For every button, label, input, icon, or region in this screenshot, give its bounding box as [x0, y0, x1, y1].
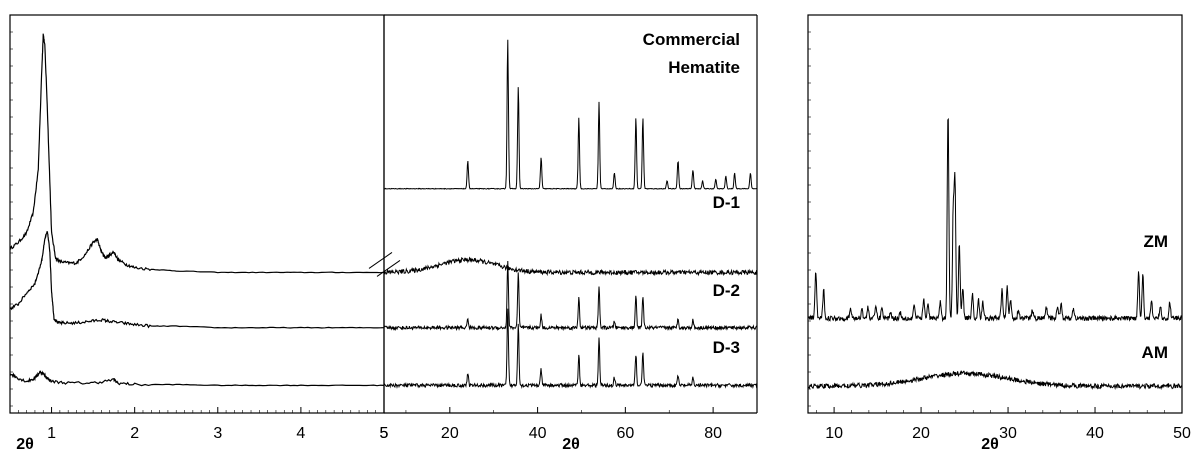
- x-tick-label: 60: [616, 425, 634, 442]
- series-label: D-2: [713, 281, 740, 300]
- series-label: D-3: [713, 338, 740, 357]
- x-tick-label: 40: [529, 425, 547, 442]
- x-tick-label: 40: [1086, 425, 1104, 442]
- x-tick-label: 50: [1173, 425, 1191, 442]
- zeolite-panel: 10 20 30 40 50 2θ ZM AM: [807, 14, 1191, 453]
- x-tick-label: 20: [441, 425, 459, 442]
- series-line-d-3: [384, 308, 758, 390]
- low-angle-panel: 1 2 3 4 5 2θ: [9, 14, 389, 453]
- x-tick-label: 1: [47, 425, 56, 442]
- x-tick-label: 10: [825, 425, 843, 442]
- series-line-zm: [807, 117, 1183, 323]
- series-line-d-2: [9, 231, 385, 329]
- series-label: ZM: [1143, 232, 1168, 251]
- x-tick-label: 4: [296, 425, 305, 442]
- x-axis-title: 2θ: [981, 436, 999, 453]
- series-line-d-1: [383, 256, 758, 277]
- series-label: Commercial: [643, 30, 740, 49]
- series-line-am: [807, 369, 1183, 391]
- x-tick-label: 3: [213, 425, 222, 442]
- series-label: D-1: [713, 193, 740, 212]
- x-tick-label: 5: [380, 425, 389, 442]
- x-tick-label: 80: [704, 425, 722, 442]
- x-tick-label: 30: [999, 425, 1017, 442]
- series-line-d-3: [9, 370, 385, 387]
- x-tick-label: 2: [130, 425, 139, 442]
- x-axis-title: 2θ: [16, 436, 34, 453]
- series-line-commercial-hematite: [383, 39, 758, 190]
- axis-break-mark: [368, 252, 393, 269]
- series-line-d-1: [9, 33, 385, 274]
- zeolite-frame: [807, 14, 1183, 414]
- low-angle-frame: [9, 14, 385, 414]
- series-label: AM: [1142, 343, 1168, 362]
- wide-angle-panel: 5 20 40 60 80 2θ Commercial Hematite D-1 D-2 D-3: [368, 14, 758, 453]
- x-tick-label: 20: [912, 425, 930, 442]
- axis-break-mark: [376, 260, 401, 277]
- x-tick-label: 5: [380, 425, 389, 442]
- x-axis-title: 2θ: [562, 436, 580, 453]
- series-label: Hematite: [668, 58, 740, 77]
- series-line-d-2: [383, 260, 758, 332]
